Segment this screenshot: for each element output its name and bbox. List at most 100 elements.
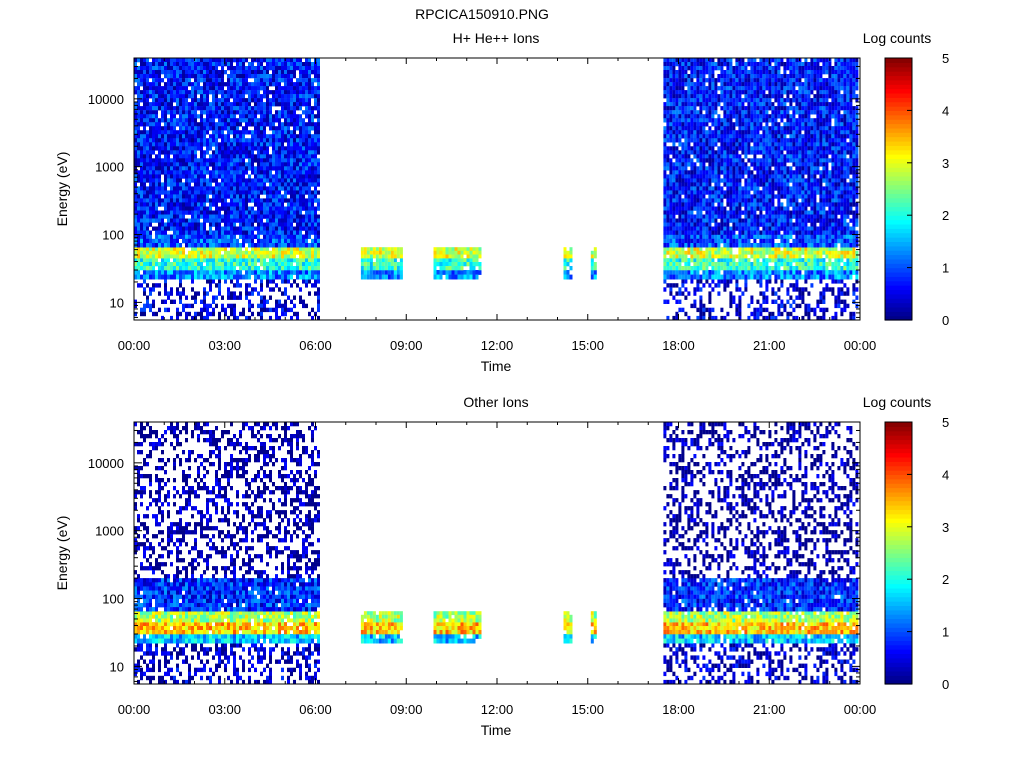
heatmap-cell	[311, 255, 314, 259]
heatmap-cell	[149, 66, 152, 70]
heatmap-cell	[146, 215, 149, 219]
heatmap-cell	[272, 78, 275, 82]
heatmap-cell	[194, 114, 197, 118]
heatmap-cell	[251, 291, 254, 295]
heatmap-cell	[230, 78, 233, 82]
heatmap-cell	[236, 146, 239, 150]
heatmap-cell	[272, 90, 275, 94]
heatmap-cell	[684, 275, 687, 280]
heatmap-cell	[278, 62, 281, 66]
heatmap-cell	[143, 194, 146, 198]
heatmap-cell	[663, 194, 666, 198]
heatmap-cell	[251, 118, 254, 122]
heatmap-cell	[696, 251, 699, 255]
heatmap-cell	[702, 258, 705, 262]
heatmap-cell	[266, 78, 269, 82]
heatmap-cell	[308, 170, 311, 174]
heatmap-cell	[684, 231, 687, 235]
heatmap-cell	[230, 219, 233, 223]
heatmap-cell	[714, 182, 717, 186]
heatmap-cell	[299, 158, 302, 162]
heatmap-cell	[215, 142, 218, 146]
heatmap-cell	[257, 78, 260, 82]
heatmap-cell	[296, 58, 299, 62]
heatmap-cell	[263, 207, 266, 211]
heatmap-cell	[397, 266, 400, 270]
heatmap-cell	[230, 94, 233, 98]
heatmap-cell	[699, 239, 702, 244]
heatmap-cell	[242, 262, 245, 266]
heatmap-cell	[251, 266, 254, 270]
heatmap-cell	[293, 215, 296, 219]
heatmap-cell	[251, 227, 254, 231]
heatmap-cell	[170, 126, 173, 130]
heatmap-cell	[669, 78, 672, 82]
heatmap-cell	[245, 235, 248, 240]
heatmap-cell	[299, 138, 302, 142]
heatmap-cell	[726, 110, 729, 114]
heatmap-cell	[179, 66, 182, 70]
heatmap-cell	[663, 146, 666, 150]
heatmap-cell	[699, 296, 702, 300]
heatmap-cell	[684, 287, 687, 291]
heatmap-cell	[284, 178, 287, 182]
heatmap-cell	[185, 304, 188, 308]
heatmap-cell	[317, 174, 320, 178]
heatmap-cell	[400, 251, 403, 255]
heatmap-cell	[269, 190, 272, 194]
heatmap-cell	[200, 86, 203, 90]
heatmap-cell	[194, 90, 197, 94]
heatmap-cell	[302, 166, 305, 170]
heatmap-cell	[666, 90, 669, 94]
heatmap-cell	[257, 194, 260, 198]
heatmap-cell	[212, 90, 215, 94]
heatmap-cell	[206, 266, 209, 270]
heatmap-cell	[278, 223, 281, 227]
heatmap-cell	[684, 70, 687, 74]
heatmap-cell	[302, 243, 305, 248]
heatmap-cell	[227, 239, 230, 244]
heatmap-cell	[179, 283, 182, 287]
heatmap-cell	[197, 142, 200, 146]
heatmap-cell	[675, 82, 678, 86]
heatmap-cell	[221, 304, 224, 308]
heatmap-cell	[723, 243, 726, 248]
heatmap-cell	[314, 283, 317, 287]
heatmap-cell	[684, 130, 687, 134]
heatmap-cell	[161, 94, 164, 98]
heatmap-cell	[239, 182, 242, 186]
heatmap-cell	[296, 266, 299, 270]
heatmap-cell	[317, 239, 320, 244]
heatmap-cell	[254, 198, 257, 202]
heatmap-cell	[209, 227, 212, 231]
heatmap-cell	[185, 110, 188, 114]
heatmap-cell	[155, 243, 158, 248]
heatmap-cell	[693, 82, 696, 86]
heatmap-cell	[687, 118, 690, 122]
heatmap-cell	[678, 134, 681, 138]
heatmap-cell	[678, 227, 681, 231]
heatmap-cell	[702, 98, 705, 102]
heatmap-cell	[242, 312, 245, 316]
heatmap-cell	[248, 235, 251, 240]
heatmap-cell	[711, 270, 714, 275]
heatmap-cell	[308, 102, 311, 106]
heatmap-cell	[203, 255, 206, 259]
heatmap-cell	[275, 178, 278, 182]
heatmap-cell	[266, 275, 269, 280]
heatmap-cell	[200, 275, 203, 280]
heatmap-cell	[299, 266, 302, 270]
heatmap-cell	[376, 258, 379, 262]
heatmap-cell	[257, 219, 260, 223]
heatmap-cell	[245, 207, 248, 211]
heatmap-cell	[729, 142, 732, 146]
heatmap-cell	[248, 251, 251, 255]
heatmap-cell	[170, 291, 173, 295]
heatmap-cell	[158, 134, 161, 138]
heatmap-cell	[239, 90, 242, 94]
heatmap-cell	[212, 219, 215, 223]
heatmap-cell	[212, 190, 215, 194]
heatmap-cell	[702, 174, 705, 178]
heatmap-cell	[305, 239, 308, 244]
heatmap-cell	[176, 207, 179, 211]
